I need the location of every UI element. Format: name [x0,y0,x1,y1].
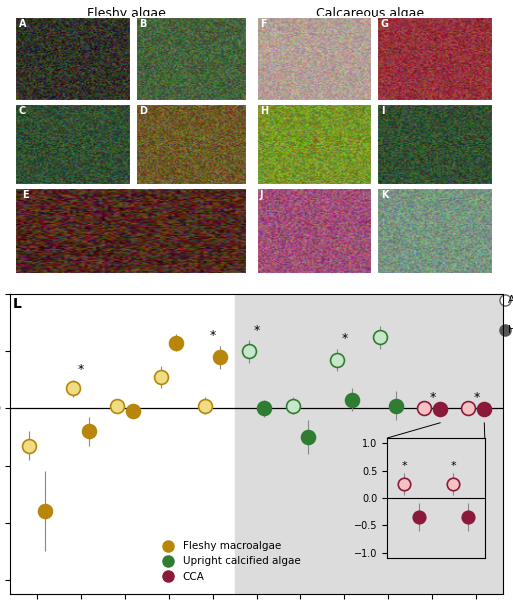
Text: *: * [77,364,84,376]
Text: Ambient air: Ambient air [508,295,513,305]
Text: Fleshy algae: Fleshy algae [87,7,165,20]
Text: Calcareous algae: Calcareous algae [315,7,424,20]
Text: *: * [209,329,215,342]
Text: *: * [473,391,480,404]
Text: *: * [253,323,260,337]
Text: High CO₂: High CO₂ [508,325,513,335]
Text: L: L [13,297,22,311]
Legend: Fleshy macroalgae, Upright calcified algae, CCA: Fleshy macroalgae, Upright calcified alg… [153,537,304,586]
Text: *: * [429,391,436,404]
Text: *: * [341,332,348,345]
Text: *: * [402,461,407,471]
Text: *: * [450,461,456,471]
Bar [234,294,507,594]
